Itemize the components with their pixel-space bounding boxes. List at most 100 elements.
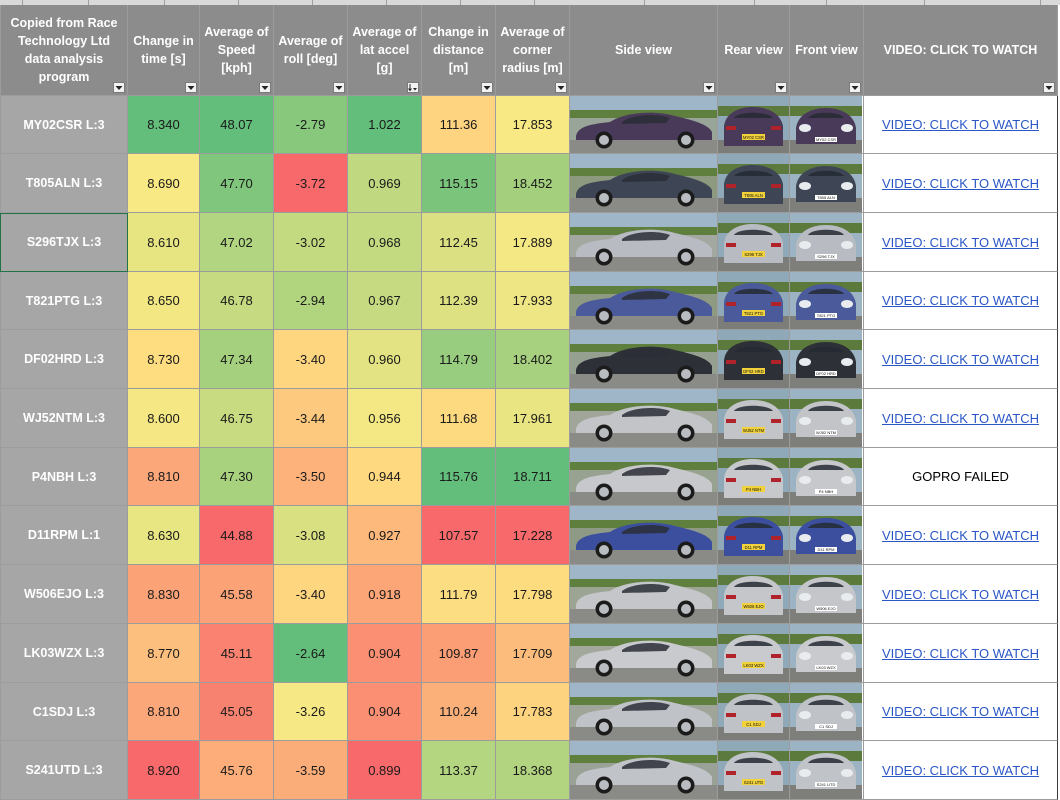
- filter-dropdown-button[interactable]: [333, 82, 345, 93]
- avg-roll-cell[interactable]: -3.40: [274, 330, 348, 389]
- change-in-distance-cell[interactable]: 115.15: [422, 154, 496, 213]
- avg-roll-cell[interactable]: -3.40: [274, 565, 348, 624]
- avg-speed-cell[interactable]: 48.07: [200, 96, 274, 154]
- avg-lat-accel-cell[interactable]: 0.967: [348, 272, 422, 330]
- avg-speed-cell[interactable]: 47.30: [200, 448, 274, 506]
- change-in-time-cell[interactable]: 8.920: [128, 741, 200, 800]
- avg-speed-cell[interactable]: 45.05: [200, 683, 274, 741]
- avg-speed-cell[interactable]: 44.88: [200, 506, 274, 565]
- row-label[interactable]: P4NBH L:3: [0, 448, 128, 506]
- filter-dropdown-button[interactable]: [775, 82, 787, 93]
- change-in-distance-cell[interactable]: 111.79: [422, 565, 496, 624]
- avg-corner-radius-cell[interactable]: 17.228: [496, 506, 570, 565]
- avg-corner-radius-cell[interactable]: 18.402: [496, 330, 570, 389]
- avg-roll-cell[interactable]: -3.59: [274, 741, 348, 800]
- change-in-distance-cell[interactable]: 113.37: [422, 741, 496, 800]
- row-label[interactable]: T821PTG L:3: [0, 272, 128, 330]
- avg-speed-cell[interactable]: 47.02: [200, 213, 274, 272]
- filter-dropdown-button[interactable]: [185, 82, 197, 93]
- avg-roll-cell[interactable]: -3.50: [274, 448, 348, 506]
- avg-roll-cell[interactable]: -2.94: [274, 272, 348, 330]
- change-in-time-cell[interactable]: 8.340: [128, 96, 200, 154]
- avg-lat-accel-cell[interactable]: 0.960: [348, 330, 422, 389]
- avg-speed-cell[interactable]: 45.58: [200, 565, 274, 624]
- row-label[interactable]: T805ALN L:3: [0, 154, 128, 213]
- video-link[interactable]: VIDEO: CLICK TO WATCH: [882, 762, 1039, 778]
- video-link[interactable]: VIDEO: CLICK TO WATCH: [882, 586, 1039, 602]
- row-label[interactable]: S241UTD L:3: [0, 741, 128, 800]
- filter-dropdown-button[interactable]: [1043, 82, 1055, 93]
- video-link[interactable]: VIDEO: CLICK TO WATCH: [882, 293, 1039, 308]
- row-label[interactable]: S296TJX L:3: [0, 213, 128, 272]
- avg-corner-radius-cell[interactable]: 17.961: [496, 389, 570, 448]
- video-link[interactable]: VIDEO: CLICK TO WATCH: [882, 704, 1039, 719]
- row-label[interactable]: C1SDJ L:3: [0, 683, 128, 741]
- avg-lat-accel-cell[interactable]: 1.022: [348, 96, 422, 154]
- avg-corner-radius-cell[interactable]: 17.853: [496, 96, 570, 154]
- change-in-distance-cell[interactable]: 111.68: [422, 389, 496, 448]
- change-in-time-cell[interactable]: 8.730: [128, 330, 200, 389]
- row-label[interactable]: LK03WZX L:3: [0, 624, 128, 683]
- avg-roll-cell[interactable]: -3.44: [274, 389, 348, 448]
- avg-speed-cell[interactable]: 45.11: [200, 624, 274, 683]
- video-link[interactable]: VIDEO: CLICK TO WATCH: [882, 117, 1039, 132]
- change-in-distance-cell[interactable]: 110.24: [422, 683, 496, 741]
- avg-lat-accel-cell[interactable]: 0.899: [348, 741, 422, 800]
- video-link[interactable]: VIDEO: CLICK TO WATCH: [882, 351, 1039, 367]
- avg-lat-accel-cell[interactable]: 0.904: [348, 624, 422, 683]
- video-link[interactable]: VIDEO: CLICK TO WATCH: [882, 175, 1039, 191]
- change-in-time-cell[interactable]: 8.600: [128, 389, 200, 448]
- sort-filter-button[interactable]: [407, 82, 419, 93]
- avg-lat-accel-cell[interactable]: 0.927: [348, 506, 422, 565]
- avg-lat-accel-cell[interactable]: 0.968: [348, 213, 422, 272]
- avg-speed-cell[interactable]: 46.78: [200, 272, 274, 330]
- avg-roll-cell[interactable]: -3.72: [274, 154, 348, 213]
- avg-corner-radius-cell[interactable]: 18.368: [496, 741, 570, 800]
- change-in-time-cell[interactable]: 8.690: [128, 154, 200, 213]
- row-label[interactable]: W506EJO L:3: [0, 565, 128, 624]
- avg-corner-radius-cell[interactable]: 17.798: [496, 565, 570, 624]
- avg-speed-cell[interactable]: 45.76: [200, 741, 274, 800]
- change-in-distance-cell[interactable]: 109.87: [422, 624, 496, 683]
- row-label[interactable]: D11RPM L:1: [0, 506, 128, 565]
- avg-lat-accel-cell[interactable]: 0.944: [348, 448, 422, 506]
- avg-speed-cell[interactable]: 47.70: [200, 154, 274, 213]
- filter-dropdown-button[interactable]: [849, 82, 861, 93]
- change-in-time-cell[interactable]: 8.630: [128, 506, 200, 565]
- row-label[interactable]: MY02CSR L:3: [0, 96, 128, 154]
- avg-speed-cell[interactable]: 47.34: [200, 330, 274, 389]
- avg-roll-cell[interactable]: -3.26: [274, 683, 348, 741]
- change-in-distance-cell[interactable]: 107.57: [422, 506, 496, 565]
- avg-roll-cell[interactable]: -3.08: [274, 506, 348, 565]
- filter-dropdown-button[interactable]: [113, 82, 125, 93]
- change-in-time-cell[interactable]: 8.650: [128, 272, 200, 330]
- row-label[interactable]: DF02HRD L:3: [0, 330, 128, 389]
- change-in-time-cell[interactable]: 8.830: [128, 565, 200, 624]
- change-in-distance-cell[interactable]: 114.79: [422, 330, 496, 389]
- change-in-distance-cell[interactable]: 112.45: [422, 213, 496, 272]
- avg-lat-accel-cell[interactable]: 0.918: [348, 565, 422, 624]
- avg-corner-radius-cell[interactable]: 17.783: [496, 683, 570, 741]
- change-in-time-cell[interactable]: 8.610: [128, 213, 200, 272]
- avg-lat-accel-cell[interactable]: 0.969: [348, 154, 422, 213]
- filter-dropdown-button[interactable]: [481, 82, 493, 93]
- avg-roll-cell[interactable]: -2.64: [274, 624, 348, 683]
- avg-corner-radius-cell[interactable]: 18.452: [496, 154, 570, 213]
- avg-corner-radius-cell[interactable]: 17.709: [496, 624, 570, 683]
- change-in-time-cell[interactable]: 8.810: [128, 683, 200, 741]
- video-link[interactable]: VIDEO: CLICK TO WATCH: [882, 234, 1039, 250]
- avg-speed-cell[interactable]: 46.75: [200, 389, 274, 448]
- change-in-time-cell[interactable]: 8.810: [128, 448, 200, 506]
- avg-roll-cell[interactable]: -3.02: [274, 213, 348, 272]
- video-link[interactable]: VIDEO: CLICK TO WATCH: [882, 410, 1039, 426]
- filter-dropdown-button[interactable]: [259, 82, 271, 93]
- avg-corner-radius-cell[interactable]: 17.933: [496, 272, 570, 330]
- avg-roll-cell[interactable]: -2.79: [274, 96, 348, 154]
- change-in-distance-cell[interactable]: 112.39: [422, 272, 496, 330]
- video-link[interactable]: VIDEO: CLICK TO WATCH: [882, 527, 1039, 543]
- avg-lat-accel-cell[interactable]: 0.956: [348, 389, 422, 448]
- avg-lat-accel-cell[interactable]: 0.904: [348, 683, 422, 741]
- change-in-distance-cell[interactable]: 115.76: [422, 448, 496, 506]
- avg-corner-radius-cell[interactable]: 18.711: [496, 448, 570, 506]
- avg-corner-radius-cell[interactable]: 17.889: [496, 213, 570, 272]
